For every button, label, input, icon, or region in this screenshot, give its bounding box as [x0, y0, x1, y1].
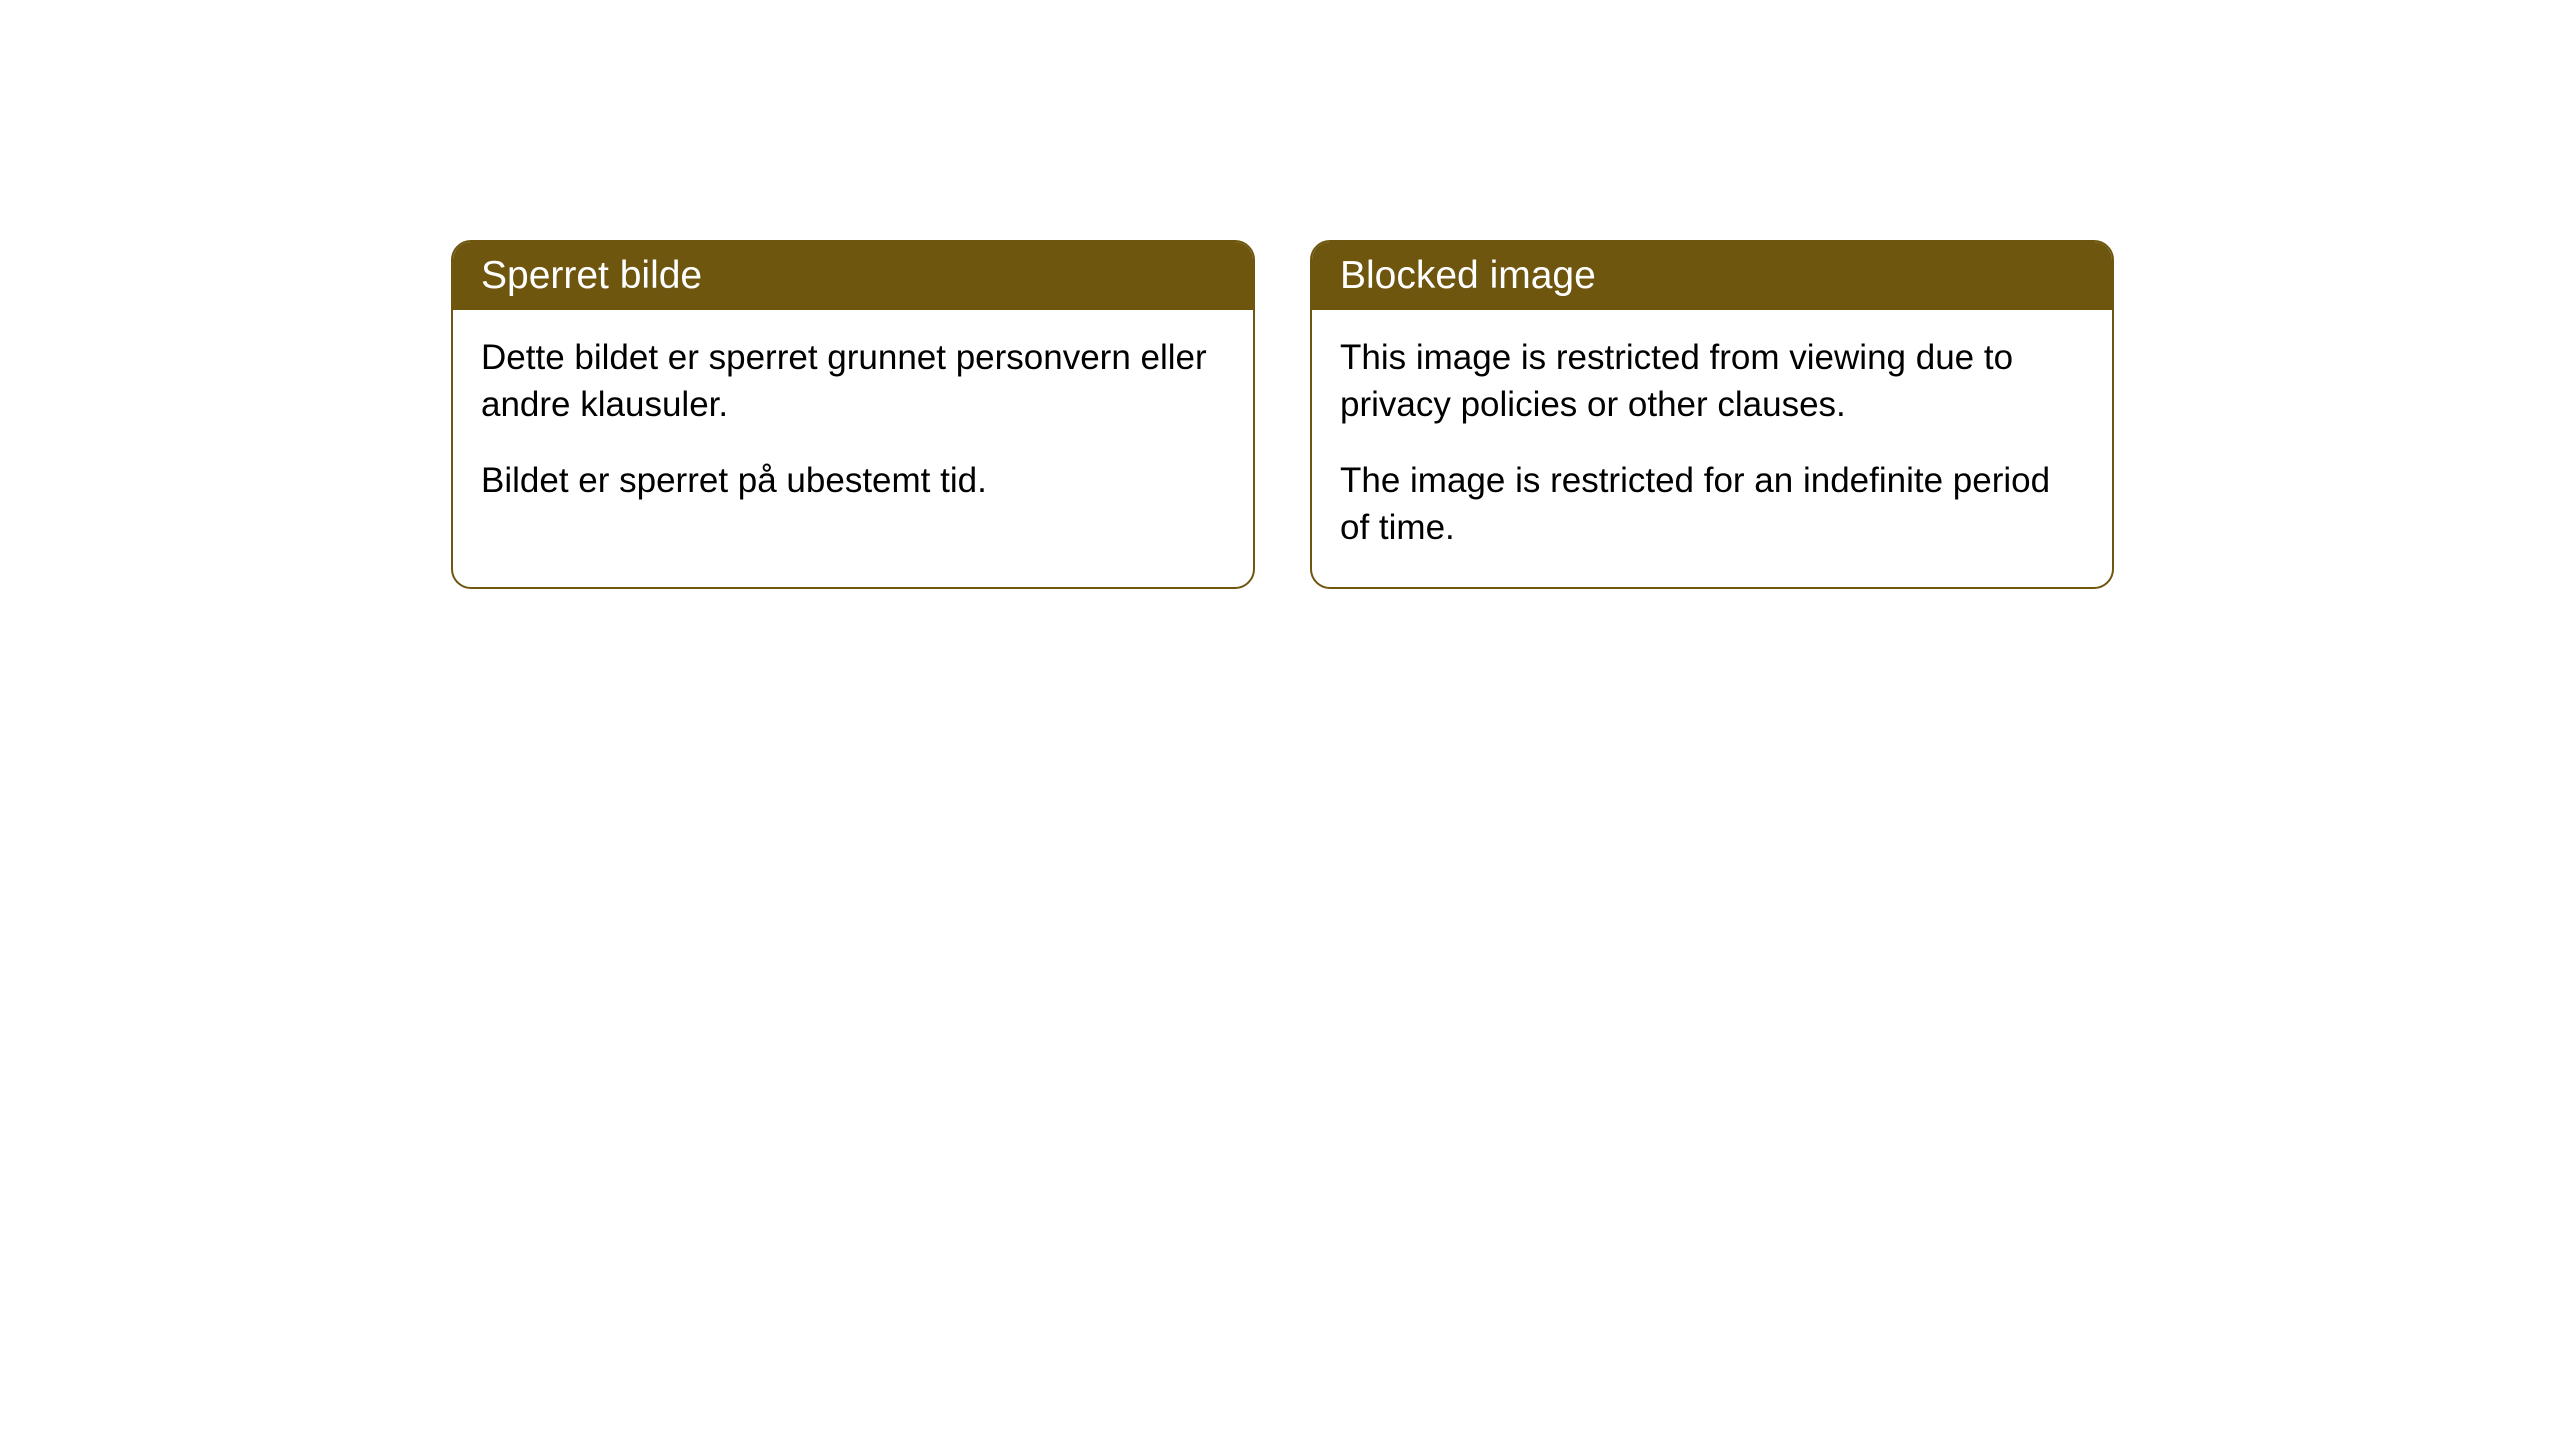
card-paragraph-2-english: The image is restricted for an indefinit… [1340, 457, 2084, 552]
card-body-english: This image is restricted from viewing du… [1312, 310, 2112, 587]
card-body-norwegian: Dette bildet er sperret grunnet personve… [453, 310, 1253, 540]
blocked-image-card-english: Blocked image This image is restricted f… [1310, 240, 2114, 589]
card-header-english: Blocked image [1312, 242, 2112, 310]
card-paragraph-1-norwegian: Dette bildet er sperret grunnet personve… [481, 334, 1225, 429]
card-title-english: Blocked image [1340, 254, 1596, 297]
card-paragraph-1-english: This image is restricted from viewing du… [1340, 334, 2084, 429]
notice-cards-container: Sperret bilde Dette bildet er sperret gr… [451, 240, 2560, 589]
card-paragraph-2-norwegian: Bildet er sperret på ubestemt tid. [481, 457, 1225, 504]
card-title-norwegian: Sperret bilde [481, 254, 702, 297]
blocked-image-card-norwegian: Sperret bilde Dette bildet er sperret gr… [451, 240, 1255, 589]
card-header-norwegian: Sperret bilde [453, 242, 1253, 310]
